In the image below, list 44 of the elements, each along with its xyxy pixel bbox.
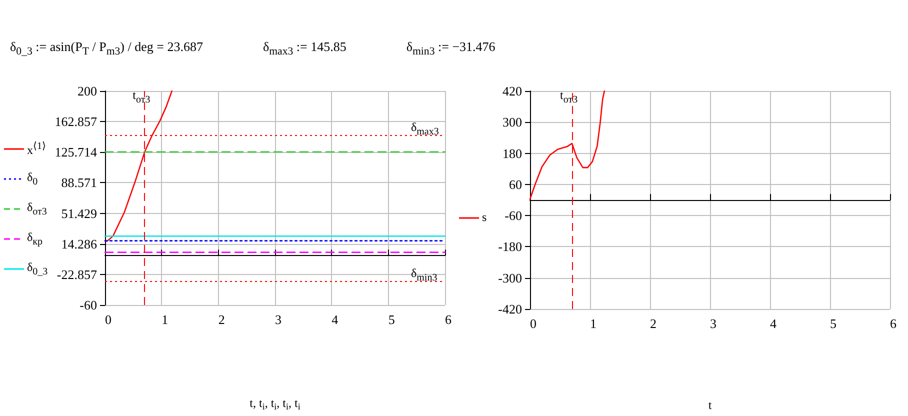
- x-tick-label: 6: [445, 312, 452, 327]
- x-tick-label: 1: [590, 316, 596, 331]
- legend-label: s: [482, 210, 487, 225]
- y-tick-label: -60: [80, 298, 97, 312]
- y-tick-label: 88.571: [61, 175, 97, 190]
- y-tick-label: 14.286: [61, 236, 98, 252]
- x-tick-label: 4: [770, 316, 777, 331]
- x-tick-label: 0: [105, 312, 112, 327]
- x-tick-label: 1: [162, 312, 168, 327]
- legend-label: δ$_{0}$: [27, 170, 38, 188]
- x-tick-label: 0: [530, 316, 536, 331]
- ref-line-label: δ$_{min3}$: [411, 266, 438, 283]
- x-tick-label: 2: [218, 312, 225, 327]
- y-tick-label: 51.429: [61, 206, 97, 221]
- x-tick-label: 4: [332, 312, 339, 327]
- ref-line-label: t$_{от3}$: [560, 88, 578, 106]
- x-tick-label: 3: [275, 312, 282, 327]
- y-tick-label: -420: [498, 302, 522, 316]
- y-tick-label: -300: [498, 270, 522, 286]
- legend-label: x$^{⟨1⟩}$: [27, 140, 46, 158]
- y-tick-label: 180: [502, 146, 522, 161]
- y-tick-label: 420: [502, 84, 522, 98]
- y-tick-label: 162.857: [54, 114, 98, 130]
- y-tick-label: -22.857: [56, 266, 98, 282]
- y-tick-label: 125.714: [54, 144, 98, 160]
- y-tick-label: 200: [78, 84, 97, 98]
- text: δ$_{max3}$ := 145.85: [262, 38, 346, 58]
- x-axis-title: t: [708, 398, 712, 412]
- legend-label: δ$_{кр}$: [27, 230, 43, 248]
- ref-line-label: δ$_{max3}$: [411, 120, 439, 137]
- x-tick-label: 5: [388, 312, 395, 327]
- legend-label: δ$_{от3}$: [27, 200, 47, 218]
- ref-line-label: t$_{от3}$: [132, 88, 150, 106]
- y-tick-label: -180: [498, 239, 522, 254]
- x-tick-label: 3: [710, 316, 716, 331]
- y-tick-label: 60: [509, 176, 522, 192]
- y-tick-label: -60: [504, 208, 522, 224]
- y-tick-label: 300: [502, 114, 522, 130]
- x-tick-label: 5: [830, 316, 836, 331]
- x-tick-label: 2: [650, 316, 656, 331]
- text: δ$_{0_3}$ := asin(P$_{T}$ / P$_{m3}$) / deg = 23.687: [10, 38, 203, 58]
- legend-label: δ$_{0_3}$: [27, 260, 48, 278]
- x-tick-label: 6: [890, 316, 897, 331]
- text: δ$_{min3}$ := −31.476: [406, 38, 496, 58]
